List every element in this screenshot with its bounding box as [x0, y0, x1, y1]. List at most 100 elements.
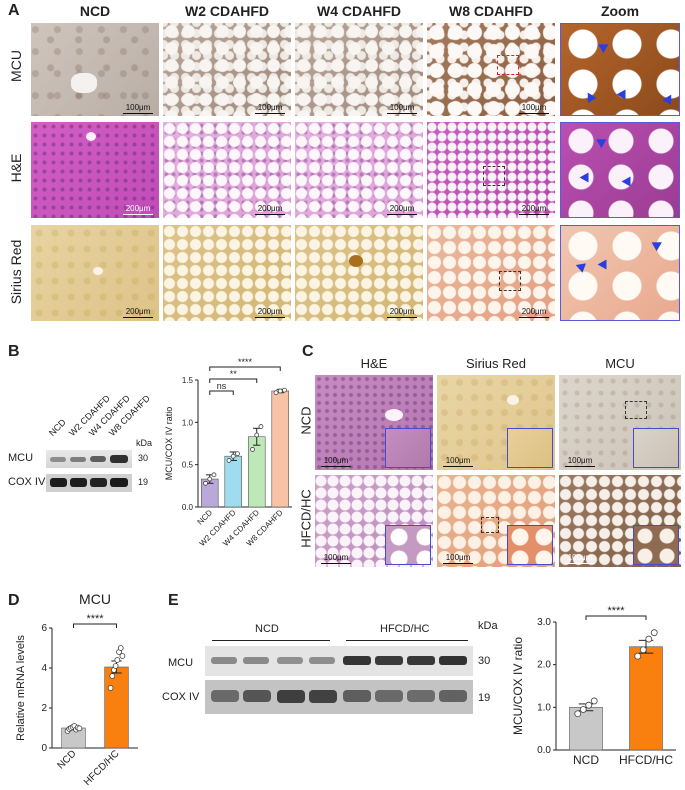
- col-head-zoom: Zoom: [600, 3, 640, 19]
- data-point: [590, 697, 598, 705]
- row-label-sirius: Sirius Red: [8, 239, 24, 305]
- scale-label: 100μm: [567, 552, 593, 562]
- data-point: [76, 725, 83, 732]
- y-tick-label: 0.0: [537, 745, 551, 756]
- scale-label: 100μm: [445, 455, 471, 465]
- image-a-sr-w8: 200μm: [427, 225, 555, 321]
- bar: [247, 436, 266, 508]
- col-head-w8: W8 CDAHFD: [449, 3, 533, 19]
- group-label-hfcd: HFCD/HC: [380, 623, 430, 635]
- blot-e-cox: [205, 680, 473, 714]
- y-axis-label: MCU/COX IV ratio: [164, 407, 174, 481]
- scale-label: 200μm: [257, 203, 283, 213]
- group-line-hfcd: [346, 640, 468, 641]
- significance-bracket: [585, 615, 647, 620]
- panel-e-letter: E: [168, 592, 179, 609]
- blot-label-cox: COX IV: [8, 476, 46, 488]
- row-label-hfcd: HFCD/HC: [298, 489, 314, 548]
- panel-b-letter: B: [8, 343, 20, 360]
- scale-label: 100μm: [257, 102, 283, 112]
- y-tick-label: 1.0: [182, 418, 194, 427]
- data-point: [634, 652, 642, 660]
- image-c-mcu-hfcd: 100μm: [559, 475, 681, 567]
- image-c-sr-ncd: 100μm: [437, 375, 555, 470]
- data-point: [645, 635, 653, 643]
- col-head-ncd: NCD: [79, 3, 111, 19]
- scale-label: 100μm: [323, 552, 349, 562]
- x-tick-label: HFCD/HC: [619, 753, 673, 767]
- kda-label: kDa: [136, 438, 153, 448]
- scale-label: 100μm: [567, 455, 593, 465]
- data-point: [230, 453, 236, 459]
- image-c-he-ncd: 100μm: [315, 375, 433, 470]
- y-tick-label: 6: [41, 623, 47, 634]
- y-tick-label: 2: [41, 703, 47, 714]
- data-point: [282, 387, 287, 393]
- data-point: [650, 629, 658, 637]
- scale-label: 100μm: [521, 102, 547, 112]
- chart-title: MCU: [79, 591, 111, 607]
- image-a-he-w4: 200μm: [295, 122, 423, 218]
- data-point: [273, 390, 279, 396]
- y-tick-label: 0.0: [182, 503, 194, 512]
- y-tick-label: 0: [41, 743, 47, 754]
- blot-b-mcu: [46, 450, 132, 468]
- y-tick-label: 1.0: [537, 702, 551, 713]
- scale-label: 100μm: [445, 552, 471, 562]
- data-point: [574, 710, 582, 718]
- x-tick-label: NCD: [196, 508, 215, 527]
- row-label-he: H&E: [8, 153, 24, 183]
- row-label-ncd: NCD: [298, 406, 314, 435]
- image-a-mcu-w4: 100μm: [295, 23, 423, 116]
- data-point: [254, 432, 260, 438]
- blot-label-cox: COX IV: [162, 691, 200, 703]
- data-point: [203, 480, 208, 486]
- image-a-mcu-w8: 100μm: [427, 23, 555, 116]
- significance-bracket: [209, 390, 234, 395]
- image-a-he-zoom: [560, 122, 680, 218]
- significance-label: **: [230, 369, 238, 379]
- y-axis-label: Relative mRNA levels: [15, 635, 27, 741]
- image-a-sr-w4: 200μm: [295, 225, 423, 321]
- bar: [271, 390, 290, 508]
- scale-label: 200μm: [389, 203, 415, 213]
- data-point: [579, 706, 587, 713]
- scale-label: 200μm: [521, 306, 547, 316]
- image-a-mcu-w2: 100μm: [163, 23, 291, 116]
- lane-label: NCD: [46, 417, 68, 438]
- kda-label: kDa: [478, 620, 498, 632]
- panel-d-letter: D: [8, 592, 20, 609]
- image-c-mcu-ncd: 100μm: [559, 375, 681, 470]
- data-point: [250, 447, 255, 452]
- data-point: [277, 388, 283, 394]
- data-point: [258, 424, 264, 429]
- x-tick-label: NCD: [573, 753, 599, 767]
- data-point: [109, 673, 116, 679]
- image-c-sr-hfcd: 100μm: [437, 475, 555, 567]
- image-a-sr-w2: 200μm: [163, 225, 291, 321]
- data-point: [639, 646, 647, 654]
- arrow-icon: [597, 259, 607, 270]
- significance-label: ns: [217, 381, 227, 391]
- col-head-sirius: Sirius Red: [466, 356, 526, 371]
- scale-label: 100μm: [389, 102, 415, 112]
- data-point: [235, 451, 240, 457]
- image-a-mcu-zoom: [560, 23, 680, 116]
- y-tick-label: 1.5: [182, 376, 194, 385]
- y-axis-label: MCU/COX IV ratio: [511, 637, 525, 735]
- chart-e: 0.0 1.0 2.0 3.0 MCU/COX IV ratio NCD HFCD/HC **…: [511, 605, 676, 767]
- significance-bracket: [209, 366, 281, 371]
- data-point: [211, 472, 217, 478]
- arrow-icon: [651, 237, 665, 252]
- arrow-icon: [662, 92, 676, 105]
- scale-label: 200μm: [125, 306, 151, 316]
- blot-e-mcu: [205, 646, 473, 676]
- scale-label: 200μm: [389, 306, 415, 316]
- col-head-w4: W4 CDAHFD: [317, 3, 401, 19]
- data-point: [207, 476, 213, 482]
- y-tick-label: 0.5: [182, 461, 194, 470]
- data-point: [114, 657, 121, 663]
- data-point: [226, 458, 232, 463]
- blot-b-cox: [46, 474, 132, 492]
- image-a-he-w8: 200μm: [427, 122, 555, 218]
